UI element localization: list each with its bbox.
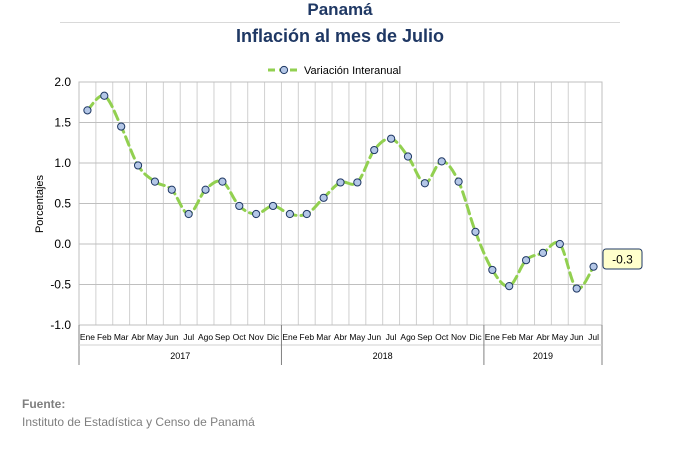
data-point xyxy=(235,201,244,211)
y-tick-label: -0.5 xyxy=(50,278,71,292)
data-point xyxy=(285,209,294,219)
data-point xyxy=(150,177,160,186)
x-tick-label: Ene xyxy=(80,332,95,342)
x-tick-label: Jun xyxy=(570,332,584,342)
source-text: Instituto de Estadística y Censo de Pana… xyxy=(22,415,255,429)
x-tick-label: May xyxy=(147,332,164,342)
data-point xyxy=(302,209,311,219)
data-point xyxy=(488,265,497,275)
x-tick-label: Feb xyxy=(97,332,112,342)
x-tick-label: Abr xyxy=(334,332,347,342)
data-point xyxy=(521,256,531,265)
y-tick-label: 2.0 xyxy=(54,75,71,89)
data-point xyxy=(218,177,227,186)
x-tick-label: Sep xyxy=(215,332,230,342)
x-tick-label: Ene xyxy=(282,332,297,342)
year-label: 2018 xyxy=(373,351,393,361)
data-point xyxy=(454,177,463,186)
data-point xyxy=(252,209,261,219)
x-tick-label: Mar xyxy=(114,332,129,342)
y-axis-label: Porcentajes xyxy=(34,174,46,233)
x-tick-label: Jun xyxy=(165,332,179,342)
x-tick-label: Ago xyxy=(400,332,415,342)
data-point xyxy=(505,282,514,291)
x-tick-label: May xyxy=(349,332,366,342)
x-tick-label: Abr xyxy=(131,332,144,342)
x-tick-label: Nov xyxy=(249,332,265,342)
data-point xyxy=(201,185,210,194)
data-point xyxy=(353,178,362,187)
data-point xyxy=(319,193,328,202)
data-point xyxy=(100,91,109,100)
callout-label: -0.3 xyxy=(612,253,633,267)
x-tick-label: Jul xyxy=(588,332,599,342)
data-point xyxy=(437,157,446,166)
x-tick-label: Sep xyxy=(417,332,432,342)
y-tick-label: 0.5 xyxy=(54,197,71,211)
x-tick-label: May xyxy=(552,332,569,342)
x-tick-label: Jul xyxy=(183,332,194,342)
y-tick-label: 1.0 xyxy=(54,156,71,170)
data-point xyxy=(336,178,345,187)
y-tick-label: -1.0 xyxy=(50,318,71,332)
x-tick-label: Oct xyxy=(435,332,449,342)
x-tick-label: Jul xyxy=(386,332,397,342)
legend-label: Variación Interanual xyxy=(304,65,401,77)
data-point xyxy=(387,134,396,143)
data-point xyxy=(403,152,413,161)
x-tick-label: Jun xyxy=(367,332,381,342)
chart-title: Inflación al mes de Julio xyxy=(235,26,445,46)
legend-marker-swatch xyxy=(279,65,289,75)
x-tick-label: Oct xyxy=(233,332,247,342)
data-point xyxy=(370,145,379,155)
data-point xyxy=(268,201,278,211)
x-tick-label: Ago xyxy=(198,332,213,342)
x-tick-label: Mar xyxy=(519,332,534,342)
data-point xyxy=(117,122,126,131)
x-tick-label: Dic xyxy=(267,332,280,342)
year-label: 2019 xyxy=(533,351,553,361)
x-tick-label: Ene xyxy=(485,332,500,342)
data-point xyxy=(471,227,480,236)
y-tick-label: 1.5 xyxy=(54,116,71,130)
data-point xyxy=(420,179,429,188)
source-label: Fuente: xyxy=(22,397,66,411)
x-tick-label: Nov xyxy=(451,332,467,342)
data-point xyxy=(555,239,564,249)
data-point xyxy=(184,209,193,219)
x-tick-label: Dic xyxy=(469,332,482,342)
data-point xyxy=(538,248,548,258)
callout-box xyxy=(602,248,643,270)
data-point xyxy=(167,185,176,194)
x-tick-label: Feb xyxy=(502,332,517,342)
data-point xyxy=(572,284,581,293)
title-divider xyxy=(60,22,620,23)
country-title: Panamá xyxy=(307,0,373,19)
data-point xyxy=(83,106,92,115)
data-point xyxy=(133,161,143,170)
x-tick-label: Mar xyxy=(316,332,331,342)
x-tick-label: Feb xyxy=(299,332,314,342)
x-tick-label: Abr xyxy=(536,332,549,342)
data-point xyxy=(589,262,598,271)
y-tick-label: 0.0 xyxy=(54,237,71,251)
year-label: 2017 xyxy=(170,351,190,361)
